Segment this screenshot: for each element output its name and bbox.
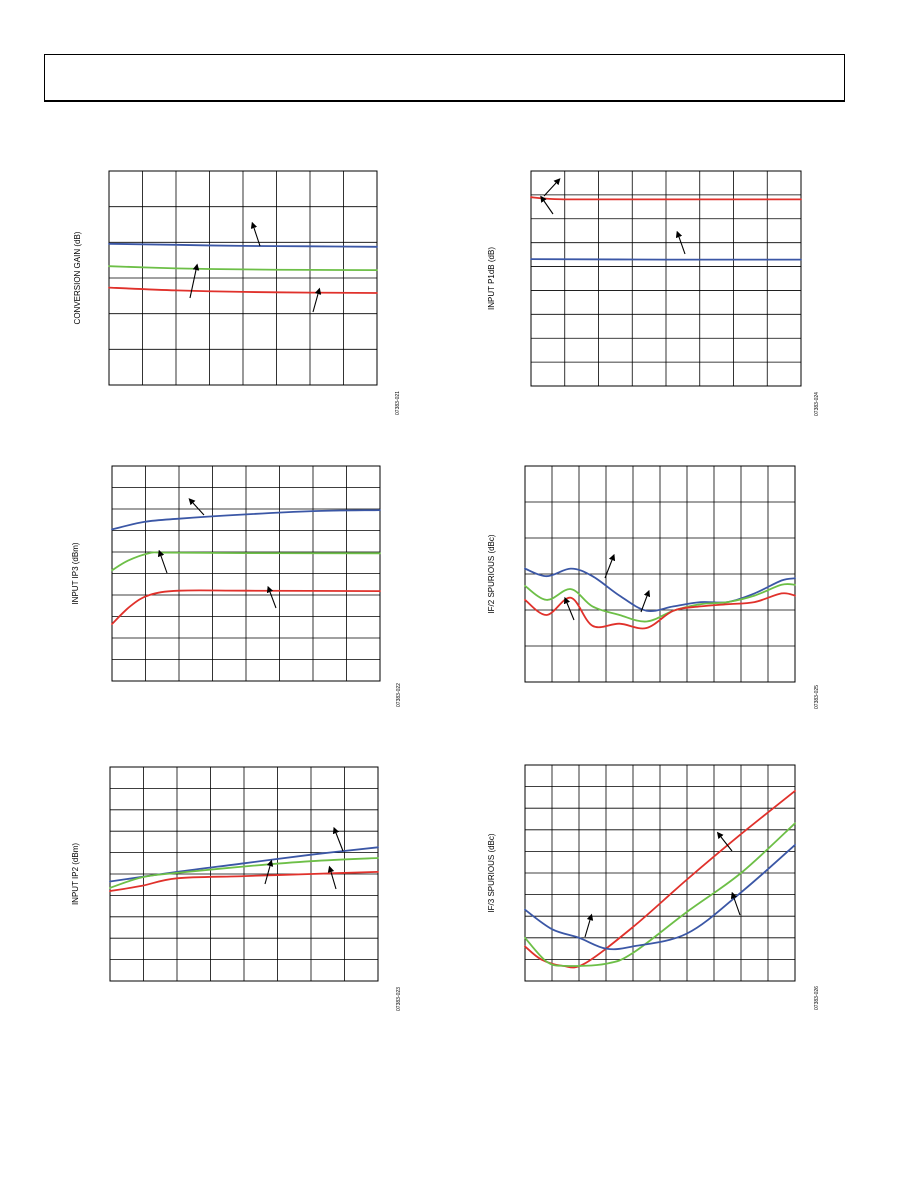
chart-2: INPUT P1dB (dB) 07383-024 <box>487 170 820 416</box>
series-line-green <box>524 822 796 967</box>
figure-id: 07383-023 <box>396 987 402 1011</box>
series-line-blue <box>108 242 378 248</box>
figure-id: 07383-025 <box>814 685 820 709</box>
annotation-arrow <box>312 287 322 313</box>
annotation-arrow <box>640 589 651 613</box>
annotation-arrow <box>332 826 344 852</box>
chart-5: INPUT IP2 (dBm) 07383-023 <box>71 766 402 1011</box>
y-axis-label: INPUT P1dB (dB) <box>487 247 496 310</box>
annotation-arrow <box>604 553 616 579</box>
y-axis-label: IF/2 SPURIOUS (dBc) <box>487 534 496 613</box>
figure-id: 07383-022 <box>396 683 402 707</box>
annotation-arrow <box>327 865 337 890</box>
annotation-arrow <box>189 263 200 299</box>
annotation-arrow <box>730 891 741 916</box>
series-line-red <box>524 790 796 969</box>
series-line-blue <box>530 258 802 261</box>
series-line-blue <box>524 844 796 951</box>
series-line-green <box>108 265 378 271</box>
series-line-green <box>524 583 796 623</box>
annotation-arrow <box>266 585 277 609</box>
y-axis-label: CONVERSION GAIN (dB) <box>73 231 82 324</box>
annotation-arrow <box>584 913 594 938</box>
series-line-green <box>109 857 379 889</box>
figure-id: 07383-026 <box>814 986 820 1010</box>
annotation-arrow <box>675 230 686 255</box>
annotation-arrow <box>563 596 575 621</box>
annotation-arrow <box>264 859 274 885</box>
annotation-arrow <box>188 498 205 516</box>
chart-1: CONVERSION GAIN (dB) 07383-021 <box>73 170 401 415</box>
annotation-arrow <box>250 221 261 247</box>
annotation-arrow <box>716 831 733 852</box>
annotation-arrow <box>543 178 561 197</box>
chart-6: IF/3 SPURIOUS (dBc) 07383-026 <box>487 764 820 1010</box>
series-line-red <box>108 286 378 294</box>
figure-id: 07383-021 <box>395 391 401 415</box>
annotation-arrow <box>157 549 168 574</box>
y-axis-label: IF/3 SPURIOUS (dBc) <box>487 833 496 912</box>
series-line-red <box>109 871 379 892</box>
figure-id: 07383-024 <box>814 392 820 416</box>
series-line-blue <box>524 567 796 612</box>
y-axis-label: INPUT IP2 (dBm) <box>71 843 80 905</box>
annotation-arrow <box>540 195 554 215</box>
chart-4: IF/2 SPURIOUS (dBc) 07383-025 <box>487 465 820 709</box>
y-axis-label: INPUT IP3 (dBm) <box>71 542 80 604</box>
series-line-blue <box>111 509 381 531</box>
series-line-red <box>111 589 381 625</box>
page-header-frame <box>44 54 845 102</box>
chart-3: INPUT IP3 (dBm) 07383-022 <box>71 465 402 707</box>
